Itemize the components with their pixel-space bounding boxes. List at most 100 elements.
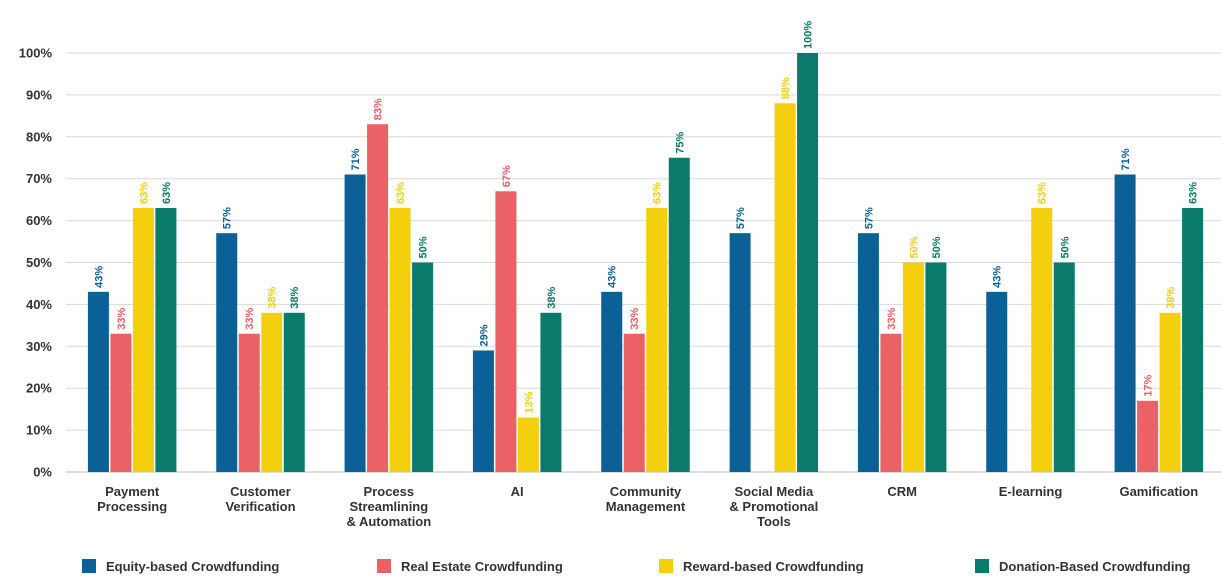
y-tick-label: 100% — [19, 46, 53, 61]
bar-real-estate — [623, 333, 645, 472]
data-label-real-estate: 83% — [373, 98, 385, 120]
bar-equity — [472, 350, 494, 472]
x-category-label-line: Community — [610, 484, 682, 499]
bar-reward — [1159, 312, 1181, 472]
x-category-label-line: Process — [364, 484, 415, 499]
bar-donation — [412, 262, 434, 472]
data-label-real-estate: 17% — [1143, 375, 1155, 397]
x-category-label-line: Processing — [97, 499, 167, 514]
chart-legend: Equity-based Crowdfunding Real Estate Cr… — [0, 556, 1221, 576]
bar-equity — [857, 233, 879, 472]
bar-real-estate — [110, 333, 132, 472]
bar-equity — [601, 291, 623, 472]
x-category-label: Social Media & Promotional Tools — [729, 484, 818, 529]
bar-reward — [132, 208, 154, 472]
bar-reward — [646, 208, 668, 472]
y-tick-label: 30% — [26, 339, 52, 354]
legend-swatch-donation — [975, 559, 989, 573]
bar-donation — [1053, 262, 1075, 472]
bar-reward — [902, 262, 924, 472]
data-label-equity: 57% — [222, 207, 234, 229]
data-label-reward: 88% — [780, 77, 792, 99]
legend-swatch-real-estate — [377, 559, 391, 573]
data-label-donation: 38% — [289, 287, 301, 309]
legend-swatch-reward — [659, 559, 673, 573]
bar-equity — [216, 233, 238, 472]
bar-reward — [389, 208, 411, 472]
x-category-label-line: & Promotional — [729, 499, 818, 514]
bar-reward — [1031, 208, 1053, 472]
x-category-label: E-learning — [999, 484, 1063, 499]
data-label-equity: 43% — [93, 266, 105, 288]
x-category-label-line: Payment — [105, 484, 160, 499]
legend-label-donation: Donation-Based Crowdfunding — [999, 558, 1191, 574]
data-label-equity: 57% — [863, 207, 875, 229]
x-category-label-line: Streamlining — [349, 499, 428, 514]
data-label-equity: 71% — [350, 148, 362, 170]
bar-equity — [729, 233, 751, 472]
data-label-real-estate: 67% — [501, 165, 513, 187]
bar-chart: 0% 10% 20% 30% 40% 50% 60% 70% 80% 90% 100% 43% 33% 6… — [19, 21, 1221, 529]
bar-equity — [344, 174, 366, 472]
data-label-reward: 38% — [267, 287, 279, 309]
data-label-reward: 63% — [395, 182, 407, 204]
x-category-label: Gamification — [1119, 484, 1198, 499]
legend-item-real-estate: Real Estate Crowdfunding — [377, 556, 563, 576]
bar-reward — [774, 103, 796, 472]
data-label-real-estate: 33% — [629, 307, 641, 329]
bar-donation — [925, 262, 947, 472]
bar-donation — [540, 312, 562, 472]
data-label-donation: 75% — [674, 132, 686, 154]
y-tick-label: 40% — [26, 297, 52, 312]
x-category-label-line: Gamification — [1119, 484, 1198, 499]
x-category-label: AI — [511, 484, 524, 499]
y-tick-label: 50% — [26, 255, 52, 270]
data-label-reward: 63% — [652, 182, 664, 204]
data-label-equity: 29% — [478, 324, 490, 346]
legend-swatch-equity — [82, 559, 96, 573]
y-tick-label: 20% — [26, 381, 52, 396]
bar-donation — [155, 208, 177, 472]
x-category-label-line: Management — [606, 499, 686, 514]
legend-item-donation: Donation-Based Crowdfunding — [975, 556, 1190, 576]
data-label-donation: 38% — [546, 287, 558, 309]
bar-real-estate — [1137, 400, 1159, 472]
legend-label-real-estate: Real Estate Crowdfunding — [401, 558, 563, 574]
bar-donation — [797, 53, 819, 472]
x-category-label-line: Verification — [225, 499, 295, 514]
x-category-label: CRM — [887, 484, 917, 499]
data-label-reward: 63% — [1037, 182, 1049, 204]
x-category-label: Process Streamlining & Automation — [346, 484, 431, 529]
data-label-equity: 43% — [607, 266, 619, 288]
data-label-donation: 50% — [931, 236, 943, 258]
y-tick-label: 0% — [33, 465, 52, 480]
data-label-reward: 50% — [908, 236, 920, 258]
bar-donation — [283, 312, 305, 472]
data-label-equity: 43% — [992, 266, 1004, 288]
data-label-reward: 13% — [523, 391, 535, 413]
data-label-reward: 63% — [138, 182, 150, 204]
bar-real-estate — [495, 191, 517, 472]
data-label-reward: 38% — [1165, 287, 1177, 309]
data-label-donation: 63% — [1188, 182, 1200, 204]
legend-label-equity: Equity-based Crowdfunding — [106, 558, 280, 574]
x-category-label: Customer Verification — [225, 484, 295, 514]
x-category-label-line: Tools — [757, 514, 791, 529]
data-label-donation: 63% — [161, 182, 173, 204]
x-category-label-line: Customer — [230, 484, 291, 499]
bar-equity — [1114, 174, 1136, 472]
legend-item-reward: Reward-based Crowdfunding — [659, 556, 864, 576]
data-label-donation: 50% — [418, 236, 430, 258]
y-tick-label: 80% — [26, 129, 52, 144]
y-tick-label: 60% — [26, 213, 52, 228]
data-label-real-estate: 33% — [886, 307, 898, 329]
bar-reward — [517, 417, 539, 472]
y-tick-label: 90% — [26, 87, 52, 102]
legend-item-equity: Equity-based Crowdfunding — [82, 556, 279, 576]
y-tick-label: 70% — [26, 171, 52, 186]
data-label-real-estate: 33% — [244, 307, 256, 329]
x-category-label-line: AI — [511, 484, 524, 499]
bar-reward — [261, 312, 283, 472]
y-tick-label: 10% — [26, 423, 52, 438]
bar-donation — [668, 157, 690, 472]
